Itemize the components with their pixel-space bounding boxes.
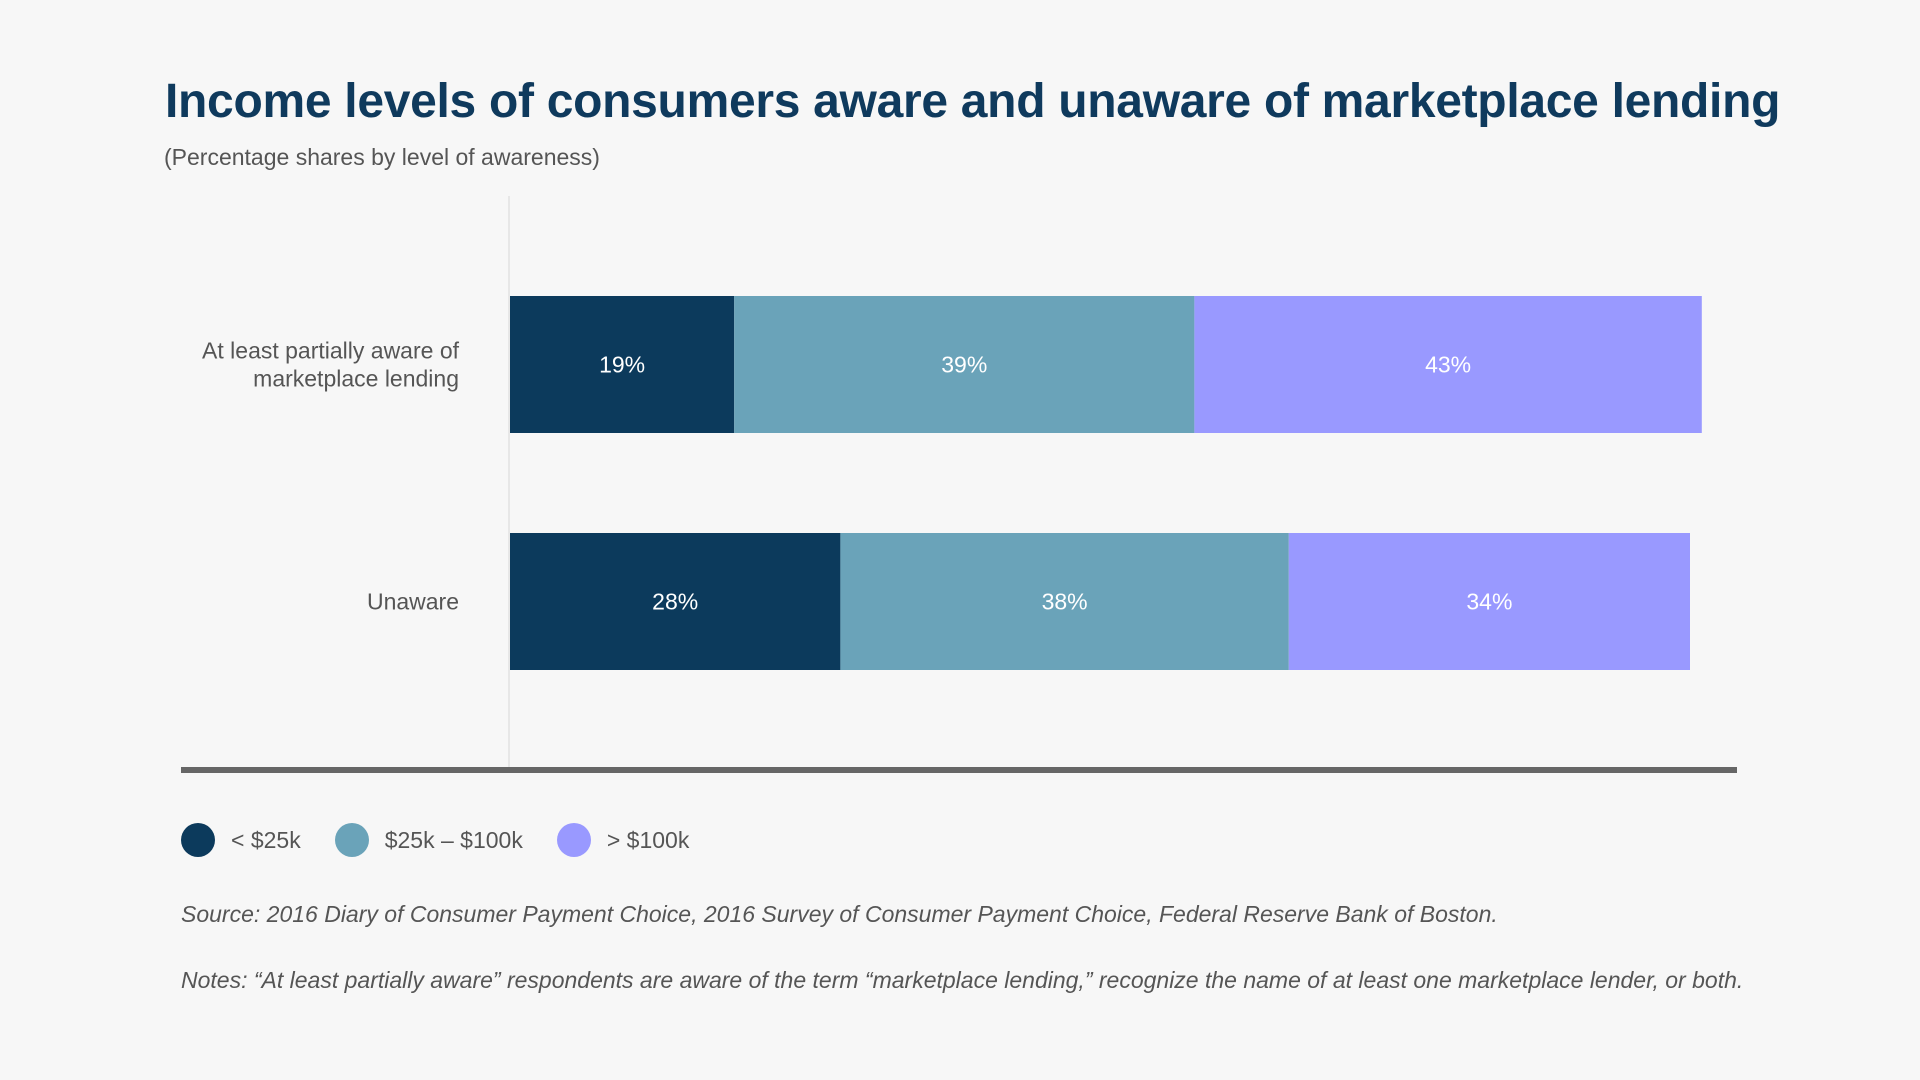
legend-swatch-under-25k — [181, 823, 215, 857]
chart-subtitle: (Percentage shares by level of awareness… — [164, 144, 600, 170]
data-label-2-25k: 28% — [652, 589, 698, 615]
legend-label-under-25k: < $25k — [231, 826, 301, 853]
chart-title: Income levels of consumers aware and una… — [165, 75, 1781, 128]
bar-segment-2-100k — [1288, 533, 1690, 670]
bar-segment-2-25k — [510, 533, 841, 670]
bars-layer: 19% 39% 43% 28% 38% 34% — [510, 296, 1702, 670]
stacked-bar-chart: 19% 39% 43% 28% 38% 34% At least partially aw… — [181, 196, 1737, 773]
notes-text: Notes: “At least partially aware” respon… — [181, 967, 1744, 993]
bar-segment-1-25k — [510, 296, 735, 433]
legend-label-25k-100k: $25k – $100k — [384, 826, 523, 853]
bar-segment-1-100k — [1194, 296, 1702, 433]
data-label-2-25k-100k: 38% — [1042, 589, 1088, 615]
source-note: Source: 2016 Diary of Consumer Payment C… — [181, 901, 1498, 927]
category-label-1-line-1: At least partially aware of — [202, 338, 460, 364]
category-label-2-line-1: Unaware — [367, 589, 459, 615]
data-label-1-100k: 43% — [1425, 352, 1471, 378]
legend-swatch-25k-100k — [334, 823, 369, 857]
bar-segment-2-25k-100k — [840, 533, 1289, 670]
legend-item-over-100k: > $100k — [556, 823, 690, 857]
legend-swatch-over-100k — [556, 823, 591, 857]
legend-item-25k-100k: $25k – $100k — [334, 823, 523, 857]
data-label-2-100k: 34% — [1466, 589, 1512, 615]
legend-label-over-100k: > $100k — [606, 826, 690, 853]
bar-segment-1-25k-100k — [734, 296, 1195, 433]
category-label-1-line-2: marketplace lending — [253, 366, 459, 392]
data-label-1-25k: 19% — [599, 352, 645, 378]
legend-item-under-25k: < $25k — [181, 823, 301, 857]
legend: < $25k $25k – $100k > $100k — [181, 823, 723, 857]
data-label-1-25k-100k: 39% — [941, 352, 987, 378]
